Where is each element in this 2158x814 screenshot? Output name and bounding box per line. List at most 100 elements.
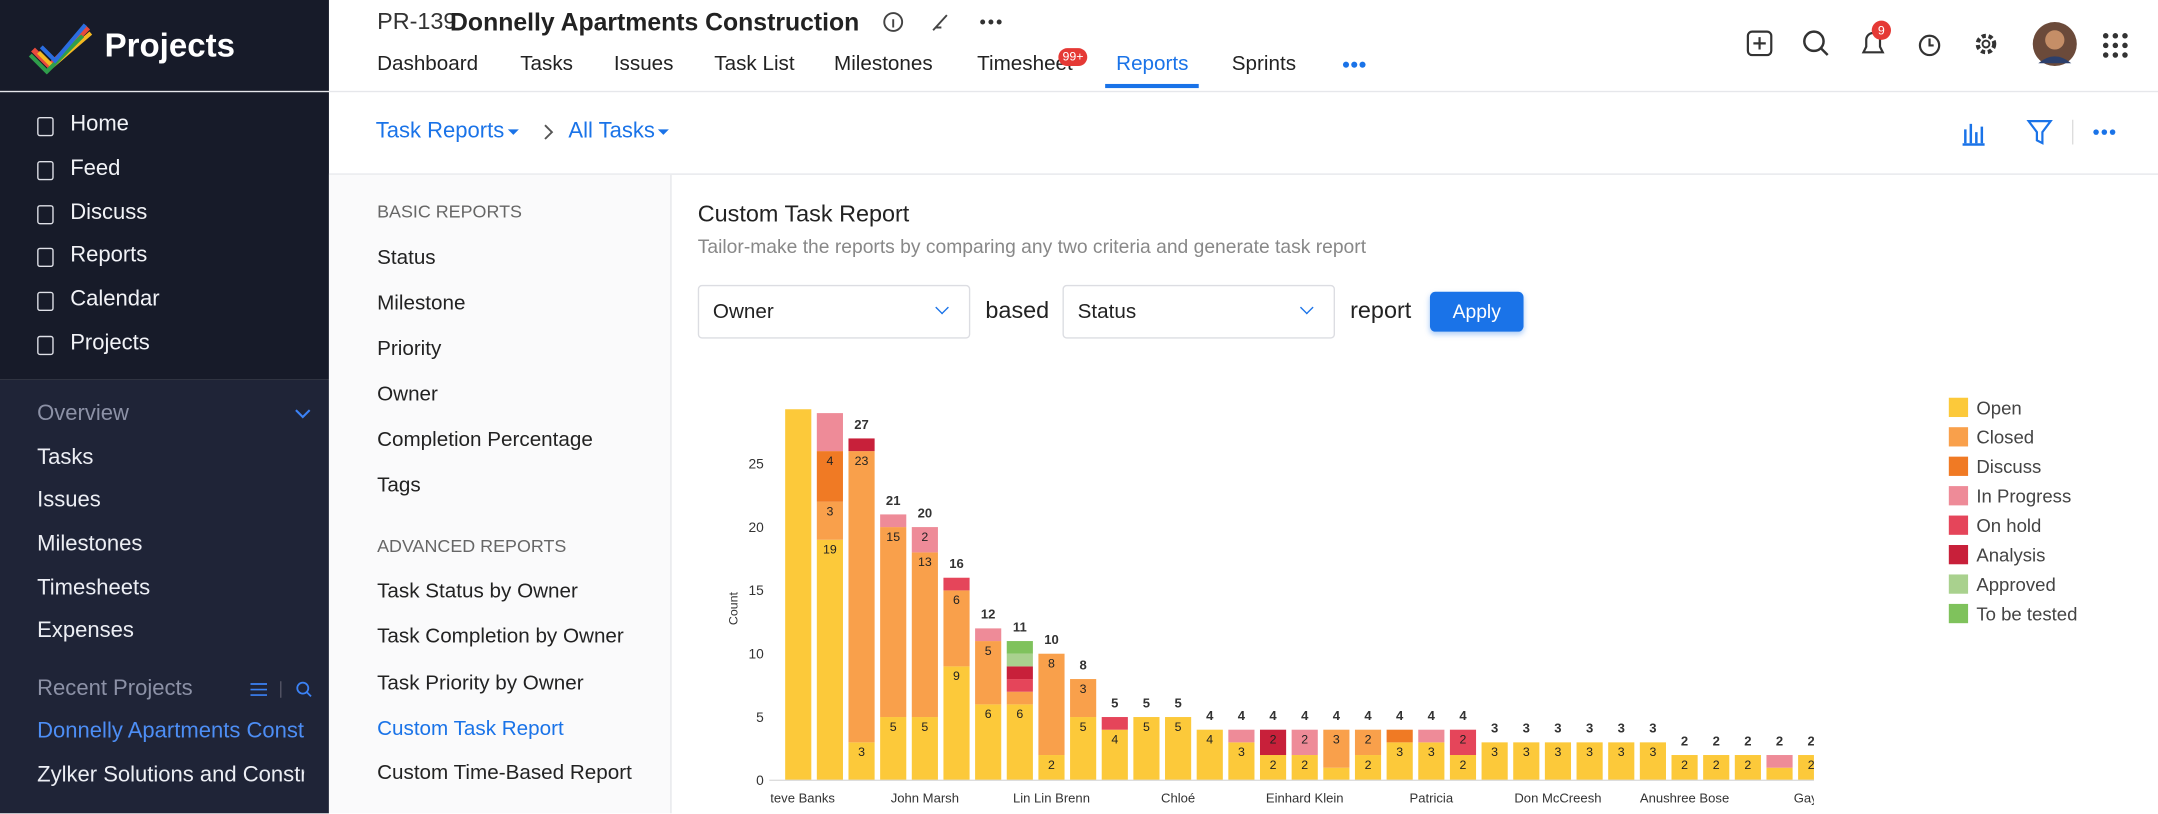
- total-label: 3: [1523, 721, 1530, 736]
- report-link[interactable]: Task Completion by Owner: [377, 624, 624, 649]
- bar-segment: [1259, 729, 1287, 756]
- nav-tab[interactable]: Task List: [714, 52, 795, 76]
- nav-tab[interactable]: Milestones: [834, 52, 933, 76]
- report-link[interactable]: Status: [377, 246, 436, 270]
- nav-tab[interactable]: Tasks: [520, 52, 574, 76]
- bar-segment: [1639, 742, 1666, 781]
- y-tick-label: 10: [749, 647, 765, 662]
- top-icons[interactable]: [1737, 19, 2150, 74]
- report-link[interactable]: Task Priority by Owner: [377, 671, 584, 696]
- bar-segment: [1386, 729, 1413, 743]
- menu-item[interactable]: Feed: [70, 156, 121, 181]
- chart: 1934323275152151322096166512611281053845…: [727, 397, 2078, 805]
- toolbar-icons[interactable]: [1957, 116, 2136, 149]
- segment-label: 3: [1491, 745, 1498, 759]
- legend-swatch: [1948, 397, 1969, 418]
- bar-segment: [816, 501, 843, 540]
- more-tabs[interactable]: [1338, 52, 1374, 77]
- x-tick-label: John Marsh: [891, 790, 959, 805]
- report-title: Custom Task Report: [697, 200, 910, 228]
- total-label: 10: [1044, 632, 1059, 647]
- select[interactable]: Status: [1062, 284, 1335, 339]
- total-label: 20: [918, 505, 933, 520]
- x-tick-label: Chloé: [1161, 790, 1195, 805]
- section-title: Overview: [37, 401, 129, 426]
- bar-segment: [1703, 755, 1730, 781]
- bar-segment: [1671, 755, 1698, 781]
- total-label: 3: [1586, 721, 1593, 736]
- y-axis-title: Count: [727, 592, 741, 626]
- bar-segment: [1101, 717, 1128, 730]
- report-link[interactable]: Priority: [377, 337, 442, 361]
- report-link[interactable]: Custom Task Report: [377, 717, 564, 741]
- menu-icon: [37, 205, 54, 225]
- bar-segment: [1038, 755, 1065, 781]
- bar-segment: [880, 527, 907, 718]
- nav-tab[interactable]: Timesheet: [977, 52, 1073, 76]
- nav-item[interactable]: Milestones: [37, 532, 143, 557]
- total-label: 2: [1776, 733, 1783, 748]
- bar-segment: [975, 628, 1002, 642]
- segment-label: 3: [1333, 732, 1340, 746]
- bar-segment: [975, 641, 1002, 705]
- recent-project[interactable]: Donnelly Apartments Const: [37, 719, 304, 744]
- bar-segment: [1291, 729, 1318, 756]
- apply-button[interactable]: Apply: [1429, 291, 1524, 332]
- toolbar-divider: [328, 173, 2158, 175]
- total-label: 4: [1238, 708, 1246, 723]
- bar-segment: [1006, 679, 1033, 692]
- report-link[interactable]: Owner: [377, 382, 438, 407]
- report-link[interactable]: Completion Percentage: [377, 428, 593, 452]
- report-link[interactable]: Task Status by Owner: [377, 579, 578, 603]
- segment-label: 13: [918, 555, 932, 569]
- nav-item[interactable]: Timesheets: [37, 576, 151, 601]
- segment-label: 3: [1523, 745, 1530, 759]
- nav-tab[interactable]: Dashboard: [377, 52, 479, 76]
- total-label: 5: [1174, 695, 1181, 710]
- nav-tab[interactable]: Reports: [1116, 52, 1189, 76]
- bar-segment: [1228, 742, 1255, 781]
- nav-tab[interactable]: Sprints: [1231, 52, 1297, 76]
- breadcrumb-item[interactable]: Task Reports: [375, 119, 505, 144]
- bar-segment: [1766, 767, 1793, 781]
- overview-chevron[interactable]: [292, 405, 314, 424]
- segment-label: 5: [1175, 720, 1182, 734]
- recent-tools[interactable]: [248, 679, 317, 701]
- bar-segment: [1354, 755, 1382, 781]
- project-actions[interactable]: [875, 6, 1026, 39]
- segment-label: 2: [1681, 758, 1688, 772]
- select[interactable]: Owner: [697, 284, 971, 339]
- report-link[interactable]: Custom Time-Based Report: [377, 761, 632, 785]
- nav-item[interactable]: Expenses: [37, 619, 134, 643]
- menu-item[interactable]: Calendar: [70, 287, 160, 312]
- total-label: 3: [1618, 721, 1625, 736]
- nav-item[interactable]: Issues: [37, 488, 101, 512]
- segment-label: 2: [1048, 758, 1055, 772]
- y-tick-label: 0: [756, 773, 764, 788]
- segment-label: 15: [886, 530, 900, 544]
- recent-project[interactable]: Zylker Solutions and Constr: [37, 763, 305, 788]
- menu-icon: [37, 247, 54, 267]
- segment-label: 4: [1111, 732, 1118, 746]
- nav-item[interactable]: Tasks: [37, 445, 94, 470]
- segment-label: 2: [1713, 758, 1720, 772]
- bar-segment: [1386, 742, 1413, 781]
- menu-item[interactable]: Discuss: [70, 200, 148, 225]
- report-link[interactable]: Milestone: [377, 291, 466, 316]
- menu-item[interactable]: Home: [70, 112, 129, 137]
- total-label: 2: [1808, 733, 1815, 748]
- bar-segment: [1006, 653, 1033, 667]
- x-tick-label: Lin Lin Brenn: [1013, 790, 1090, 805]
- bar-segment: [1576, 742, 1603, 781]
- report-subtitle: Tailor-make the reports by comparing any…: [697, 235, 1367, 258]
- bar-segment: [911, 527, 938, 553]
- menu-item[interactable]: Reports: [70, 243, 148, 267]
- segment-label: 23: [855, 454, 869, 468]
- report-link[interactable]: Tags: [377, 473, 421, 497]
- menu-item[interactable]: Projects: [70, 331, 150, 356]
- breadcrumb-item[interactable]: All Tasks: [568, 119, 655, 144]
- bar-segment: [975, 704, 1002, 781]
- nav-tab[interactable]: Issues: [613, 52, 674, 76]
- segment-label: 3: [1586, 745, 1593, 759]
- segment-label: 3: [1238, 745, 1245, 759]
